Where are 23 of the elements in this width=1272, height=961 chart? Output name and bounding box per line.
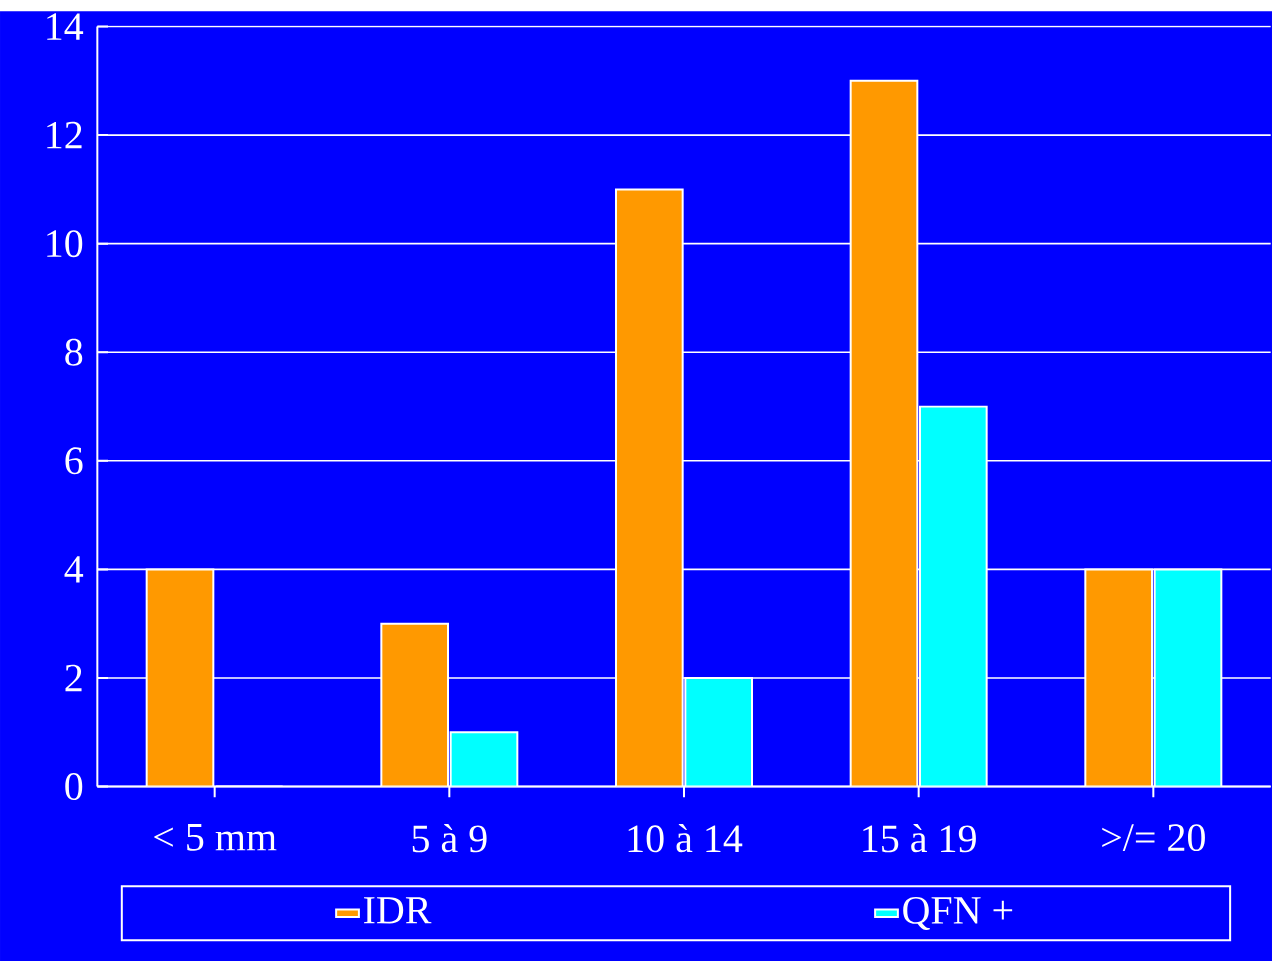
legend-label: QFN +	[903, 896, 1013, 930]
x-tick-label: 5 à 9	[412, 824, 487, 853]
bar	[450, 732, 518, 787]
y-tick-label: 10	[47, 230, 83, 258]
y-tick-label: 12	[47, 121, 82, 149]
y-tick-label: 2	[65, 664, 82, 692]
y-tick-label: 6	[65, 447, 83, 475]
y-tick-label: 8	[65, 338, 83, 366]
x-tick-label: >/= 20	[1102, 824, 1205, 852]
bar	[616, 189, 683, 787]
x-tick-label: < 5 mm	[154, 824, 277, 851]
bar	[1084, 568, 1153, 787]
y-tick-label: 0	[65, 772, 83, 800]
bar	[920, 406, 987, 787]
bar	[685, 677, 752, 787]
bar	[146, 569, 214, 787]
y-tick-label: 4	[64, 556, 84, 583]
legend-label: IDR	[364, 897, 432, 924]
y-tick-label: 14	[47, 13, 84, 40]
x-tick-label: 15 à 19	[863, 824, 976, 853]
bar	[381, 623, 448, 787]
x-tick-label: 10 à 14	[628, 824, 743, 853]
bar	[850, 80, 918, 787]
